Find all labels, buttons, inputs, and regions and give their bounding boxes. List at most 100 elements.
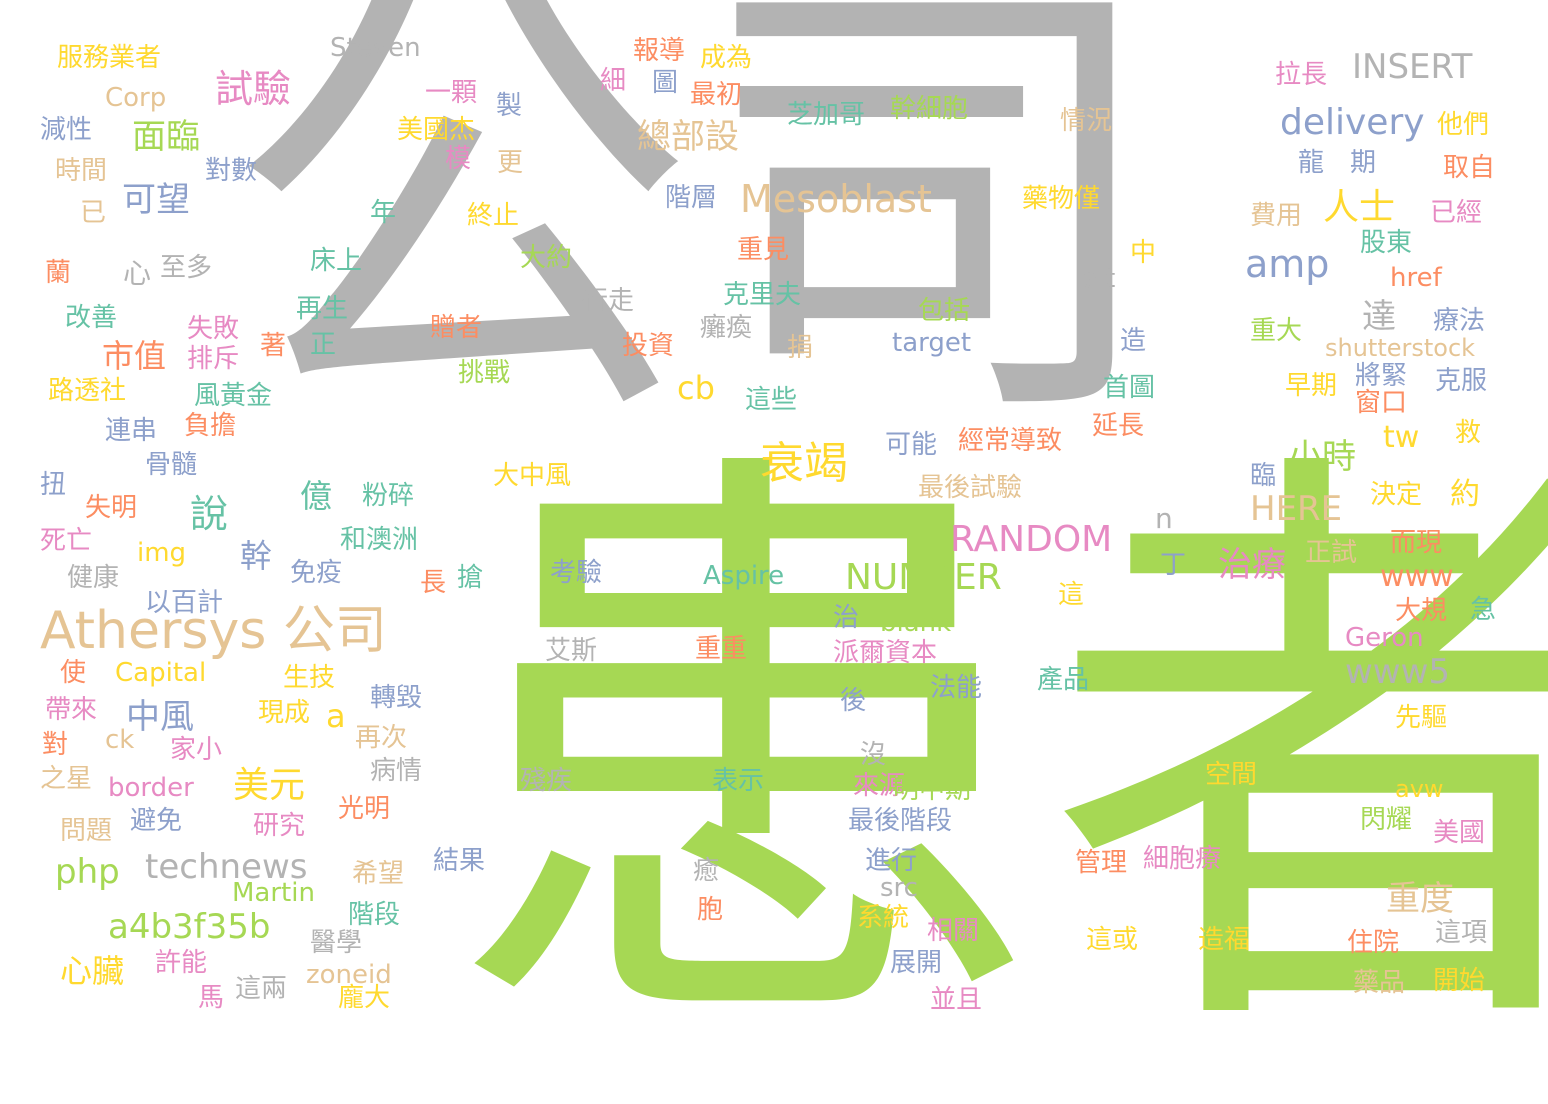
cloud-word: 結果 bbox=[433, 846, 486, 876]
cloud-word: a4b3f35b bbox=[108, 907, 271, 947]
cloud-word: 床上 bbox=[310, 246, 363, 276]
cloud-word: 骨髓 bbox=[145, 450, 198, 480]
cloud-word: 重重 bbox=[695, 634, 748, 664]
cloud-word: 丁 bbox=[1160, 550, 1187, 580]
cloud-word: 拉長 bbox=[1275, 60, 1328, 90]
cloud-word: 克里夫 bbox=[723, 280, 802, 310]
cloud-word: php bbox=[55, 852, 120, 892]
cloud-word: 而現 bbox=[1390, 528, 1443, 558]
cloud-word: 光明 bbox=[338, 794, 391, 824]
cloud-word: 急 bbox=[1470, 595, 1497, 625]
cloud-word: 首圖 bbox=[1103, 373, 1156, 403]
cloud-word: 馬 bbox=[198, 983, 225, 1013]
cloud-word: 負擔 bbox=[184, 411, 237, 441]
cloud-word: 長 bbox=[420, 568, 447, 598]
cloud-word: technews bbox=[145, 847, 308, 887]
cloud-word: 報導 bbox=[633, 36, 686, 66]
cloud-word: 著 bbox=[260, 331, 287, 361]
cloud-word: 改善 bbox=[65, 303, 118, 333]
cloud-word: cb bbox=[677, 369, 715, 407]
cloud-word: 細胞療 bbox=[1143, 844, 1222, 874]
cloud-word: blank bbox=[880, 608, 952, 638]
cloud-word: 一顆 bbox=[425, 78, 478, 108]
cloud-word: 相關 bbox=[927, 916, 980, 946]
cloud-word: 人士 bbox=[1323, 187, 1396, 228]
cloud-word: 圖 bbox=[652, 68, 679, 98]
cloud-word: 模 bbox=[445, 144, 472, 174]
cloud-word: 閃耀 bbox=[1360, 805, 1413, 835]
cloud-word: 階段 bbox=[348, 900, 401, 930]
cloud-word: 試驗 bbox=[215, 67, 292, 111]
cloud-word: 後 bbox=[840, 686, 867, 716]
cloud-word: 救 bbox=[1455, 418, 1482, 448]
cloud-word: 家小 bbox=[170, 735, 223, 765]
cloud-word: 美元 bbox=[233, 765, 306, 806]
cloud-word: 正試 bbox=[1305, 538, 1358, 568]
cloud-word: 他們 bbox=[1437, 110, 1490, 140]
cloud-word: www bbox=[1380, 559, 1454, 594]
cloud-word: 龐大 bbox=[338, 983, 391, 1013]
cloud-word: 展開 bbox=[890, 948, 943, 978]
cloud-word: avw bbox=[1395, 775, 1444, 803]
cloud-word: 重度 bbox=[1386, 879, 1454, 919]
cloud-word: 衰竭 bbox=[760, 438, 848, 489]
cloud-word: 失明 bbox=[85, 493, 138, 523]
cloud-word: 病情 bbox=[370, 756, 423, 786]
cloud-word: src bbox=[880, 873, 918, 903]
cloud-word: 失敗 bbox=[187, 314, 240, 344]
cloud-word: RANDOM bbox=[950, 519, 1113, 560]
cloud-word: 階層 bbox=[665, 183, 718, 213]
cloud-word: 療法 bbox=[1433, 306, 1486, 336]
cloud-word: 心 bbox=[123, 257, 152, 290]
cloud-word: 先驅 bbox=[1395, 703, 1448, 733]
cloud-word: amp bbox=[1245, 242, 1330, 286]
cloud-word: 沒 bbox=[860, 740, 887, 770]
cloud-word: Athersys 公司 bbox=[40, 601, 387, 661]
cloud-word: 達 bbox=[1362, 297, 1396, 337]
cloud-word: 殘疾 bbox=[520, 766, 573, 796]
cloud-word: 挑戰 bbox=[458, 358, 511, 388]
cloud-word: 取自 bbox=[1443, 153, 1496, 183]
cloud-word: href bbox=[1390, 263, 1442, 293]
cloud-word: 藥品 bbox=[1353, 968, 1406, 998]
cloud-word: 成為 bbox=[700, 43, 753, 73]
cloud-word: Capital bbox=[115, 658, 207, 688]
cloud-word: 大約 bbox=[520, 243, 573, 273]
cloud-word: 藥物僅 bbox=[1022, 184, 1101, 214]
cloud-word: 來源 bbox=[853, 771, 906, 801]
cloud-word: 之星 bbox=[40, 764, 93, 794]
cloud-word: 幹 bbox=[240, 537, 273, 575]
cloud-word: 癱瘓 bbox=[700, 313, 753, 343]
cloud-word: 市值 bbox=[102, 337, 167, 375]
cloud-word: 減性 bbox=[40, 115, 93, 145]
cloud-word: 派爾資本 bbox=[833, 638, 938, 668]
cloud-word: 終止 bbox=[467, 201, 520, 231]
cloud-word: tw bbox=[1383, 420, 1420, 455]
cloud-word: 至多 bbox=[160, 253, 213, 283]
cloud-word: 已 bbox=[80, 198, 107, 228]
cloud-word: 說 bbox=[190, 492, 229, 536]
cloud-word: 生技 bbox=[283, 663, 336, 693]
cloud-word: 面臨 bbox=[132, 117, 200, 157]
word-cloud: 公司 患者 Athersys 公司 衰竭 Mesoblast NUMBER RANDOM IN… bbox=[40, 0, 1548, 1055]
cloud-word: 年 bbox=[370, 198, 397, 228]
cloud-word: Aspire bbox=[703, 561, 785, 591]
cloud-word: 股東 bbox=[1360, 228, 1413, 258]
cloud-word: 芝加哥 bbox=[787, 100, 866, 130]
cloud-word: 產品 bbox=[1037, 665, 1090, 695]
cloud-word: 總部設 bbox=[637, 117, 739, 157]
cloud-word: Corp bbox=[105, 83, 167, 113]
cloud-word: 對 bbox=[42, 730, 69, 760]
cloud-word: 已經 bbox=[1430, 198, 1483, 228]
cloud-word: 包括 bbox=[918, 296, 971, 326]
cloud-word: 粉碎 bbox=[362, 481, 415, 511]
cloud-word: 製 bbox=[496, 91, 523, 121]
cloud-word: 系統 bbox=[857, 903, 910, 933]
cloud-word: 中 bbox=[1130, 238, 1157, 268]
cloud-word: 大中風 bbox=[493, 461, 572, 491]
cloud-word: 最後階段 bbox=[848, 806, 953, 836]
cloud-word: 糖尿病 bbox=[1355, 756, 1434, 786]
cloud-word: 投資 bbox=[622, 331, 675, 361]
cloud-word: NUMBER bbox=[845, 557, 1002, 598]
cloud-word: 希望 bbox=[352, 859, 405, 889]
